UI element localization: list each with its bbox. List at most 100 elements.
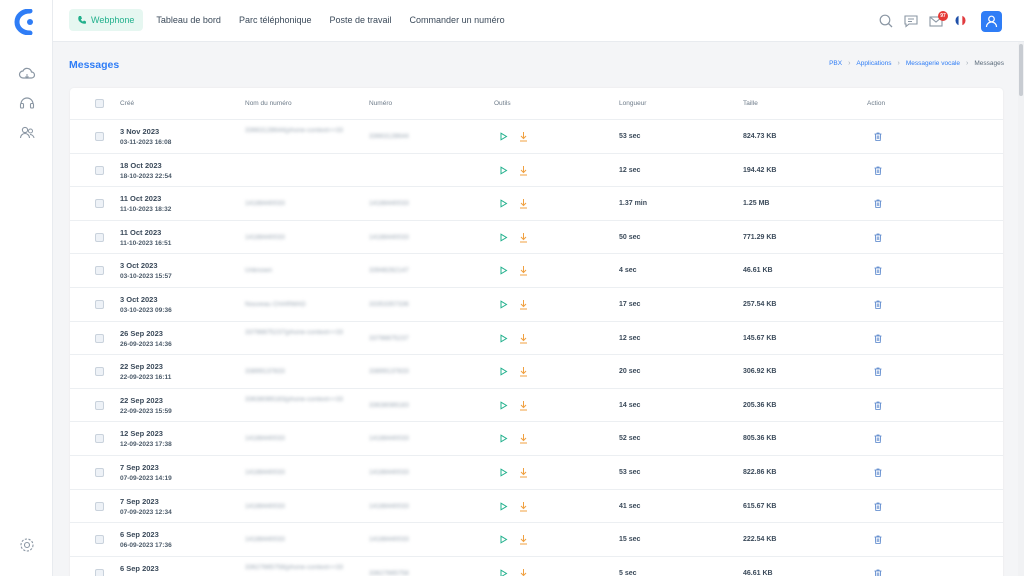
play-icon[interactable] [499, 132, 508, 141]
row-checkbox[interactable] [95, 468, 104, 477]
table-row[interactable]: 6 Sep 2023 06-09-2023 17:36 14188440033 141… [70, 523, 1003, 557]
row-checkbox[interactable] [95, 434, 104, 444]
trash-icon[interactable] [874, 334, 882, 343]
header-size[interactable]: Taille [743, 100, 758, 107]
search-icon[interactable] [878, 13, 894, 29]
download-icon[interactable] [519, 165, 528, 176]
table-row[interactable]: 18 Oct 2023 18-10-2023 22:54 12 sec 194.42 … [70, 154, 1003, 188]
download-icon[interactable] [519, 400, 528, 411]
download-icon[interactable] [519, 299, 528, 310]
download-icon[interactable] [519, 501, 528, 512]
trash-icon[interactable] [874, 132, 882, 141]
trash-icon[interactable] [874, 300, 882, 309]
nav-workstation[interactable]: Poste de travail [329, 15, 392, 25]
nav-webphone[interactable]: Webphone [69, 9, 144, 31]
download-icon[interactable] [519, 568, 528, 576]
trash-icon[interactable] [874, 535, 882, 545]
users-icon[interactable] [18, 124, 36, 142]
download-icon[interactable] [519, 198, 528, 209]
breadcrumb-applications[interactable]: Applications [856, 60, 892, 67]
number-name: 33627665758(phone-context=+33 [245, 563, 343, 571]
download-icon[interactable] [519, 366, 528, 377]
trash-icon[interactable] [874, 367, 882, 377]
header-number[interactable]: Numéro [369, 100, 393, 107]
brand-logo-icon[interactable] [14, 9, 38, 35]
select-all-checkbox[interactable] [95, 99, 104, 108]
gear-icon[interactable] [18, 536, 36, 554]
nav-phone-fleet[interactable]: Parc téléphonique [238, 15, 312, 25]
play-icon[interactable] [499, 434, 508, 444]
table-row[interactable]: 7 Sep 2023 07-09-2023 14:19 14188440033 141… [70, 456, 1003, 490]
row-checkbox[interactable] [95, 132, 104, 141]
row-checkbox[interactable] [95, 568, 104, 576]
download-icon[interactable] [519, 333, 528, 344]
table-row[interactable]: 22 Sep 2023 22-09-2023 16:11 33899137833 33… [70, 355, 1003, 389]
cloud-icon[interactable] [18, 65, 36, 83]
table-row[interactable]: 6 Sep 2023 33627665758(phone-context=+33 3… [70, 557, 1003, 576]
download-icon[interactable] [519, 433, 528, 444]
table-row[interactable]: 12 Sep 2023 12-09-2023 17:38 14188440033 14… [70, 422, 1003, 456]
trash-icon[interactable] [874, 468, 882, 477]
table-row[interactable]: 26 Sep 2023 26-09-2023 14:36 33798875237(p… [70, 322, 1003, 356]
table-row[interactable]: 11 Oct 2023 11-10-2023 18:32 14188440033 14… [70, 187, 1003, 221]
play-icon[interactable] [499, 569, 508, 576]
table-row[interactable]: 7 Sep 2023 07-09-2023 12:34 14188440033 141… [70, 490, 1003, 524]
breadcrumb-pbx[interactable]: PBX [829, 60, 843, 67]
trash-icon[interactable] [874, 502, 882, 511]
table-row[interactable]: 11 Oct 2023 11-10-2023 16:51 14188440033 14… [70, 221, 1003, 255]
header-created[interactable]: Créé [120, 100, 135, 107]
row-checkbox[interactable] [95, 232, 104, 242]
message-size: 805.36 KB [743, 435, 777, 443]
row-checkbox[interactable] [95, 300, 104, 309]
row-checkbox[interactable] [95, 367, 104, 377]
chat-icon[interactable] [903, 13, 919, 29]
table-row[interactable]: 3 Nov 2023 03-11-2023 16:08 33663128644(ph… [70, 120, 1003, 154]
headset-icon[interactable] [18, 94, 36, 112]
row-checkbox[interactable] [95, 333, 104, 343]
page-scrollbar[interactable] [1018, 42, 1024, 576]
play-icon[interactable] [499, 367, 508, 376]
trash-icon[interactable] [874, 401, 882, 410]
row-checkbox[interactable] [95, 400, 104, 410]
message-size: 205.36 KB [743, 401, 777, 409]
nav-order-number[interactable]: Commander un numéro [409, 15, 505, 25]
row-checkbox[interactable] [95, 266, 104, 276]
play-icon[interactable] [499, 501, 508, 511]
trash-icon[interactable] [874, 233, 882, 242]
trash-icon[interactable] [874, 434, 882, 444]
table-row[interactable]: 3 Oct 2023 03-10-2023 09:36 Nouveau CHARMA… [70, 288, 1003, 322]
header-length[interactable]: Longueur [619, 100, 647, 107]
breadcrumb: PBX › Applications › Messagerie vocale ›… [829, 60, 1004, 67]
download-icon[interactable] [519, 265, 528, 276]
play-icon[interactable] [499, 233, 508, 242]
row-checkbox[interactable] [95, 501, 104, 511]
row-checkbox[interactable] [95, 165, 104, 175]
page-scrollbar-thumb[interactable] [1019, 44, 1023, 96]
trash-icon[interactable] [874, 166, 882, 175]
download-icon[interactable] [519, 534, 528, 545]
row-checkbox[interactable] [95, 535, 104, 545]
number-name: Unknown [245, 267, 273, 275]
trash-icon[interactable] [874, 266, 882, 276]
download-icon[interactable] [519, 232, 528, 243]
download-icon[interactable] [519, 131, 528, 142]
download-icon[interactable] [519, 467, 528, 478]
flag-fr-icon[interactable] [955, 15, 966, 26]
row-checkbox[interactable] [95, 199, 104, 209]
table-row[interactable]: 3 Oct 2023 03-10-2023 15:57 Unknown 3394826… [70, 254, 1003, 288]
play-icon[interactable] [499, 401, 508, 410]
nav-dashboard[interactable]: Tableau de bord [156, 15, 221, 25]
play-icon[interactable] [499, 266, 508, 276]
play-icon[interactable] [499, 300, 508, 309]
trash-icon[interactable] [874, 199, 882, 209]
play-icon[interactable] [499, 165, 508, 175]
header-name[interactable]: Nom du numéro [245, 100, 292, 107]
user-button[interactable] [981, 11, 1002, 32]
breadcrumb-voicemail[interactable]: Messagerie vocale [905, 60, 961, 67]
table-row[interactable]: 22 Sep 2023 22-09-2023 15:59 33638089183(p… [70, 389, 1003, 423]
play-icon[interactable] [499, 199, 508, 208]
play-icon[interactable] [499, 535, 508, 544]
play-icon[interactable] [499, 468, 508, 477]
trash-icon[interactable] [874, 569, 882, 576]
play-icon[interactable] [499, 333, 508, 343]
